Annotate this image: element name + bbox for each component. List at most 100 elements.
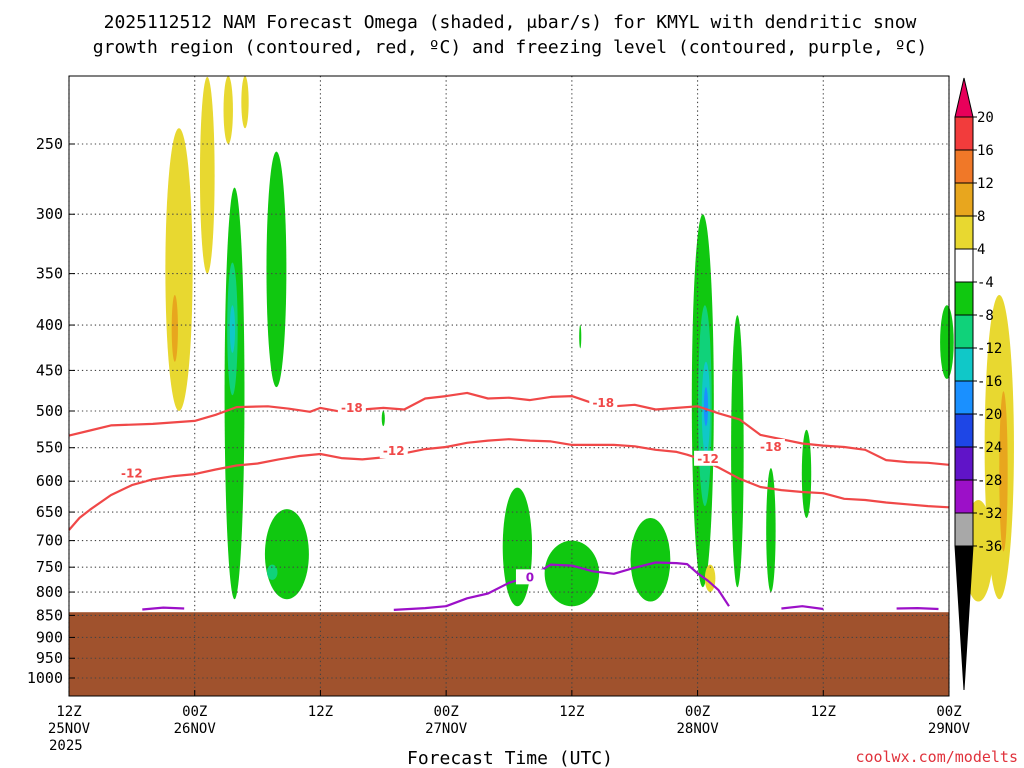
colorbar-label-1: 16 bbox=[977, 143, 994, 159]
contour--12-1 bbox=[68, 438, 950, 531]
omega-region-27 bbox=[999, 391, 1008, 552]
colorbar-bin-8 bbox=[954, 347, 974, 382]
omega-region-23 bbox=[579, 325, 582, 349]
colorbar-label-5: -4 bbox=[977, 275, 994, 291]
contour-label-bg-0-2 bbox=[756, 439, 785, 455]
y-tick-500: 500 bbox=[36, 402, 63, 420]
colorbar-label-4: 4 bbox=[977, 242, 985, 258]
omega-region-1 bbox=[199, 76, 215, 274]
colorbar-bin-9 bbox=[954, 380, 974, 415]
contour--18-0 bbox=[68, 391, 950, 466]
colorbar-label-2: 12 bbox=[977, 176, 994, 192]
colorbar-bin-6 bbox=[954, 281, 974, 316]
omega-region-19 bbox=[766, 468, 776, 593]
omega-region-10 bbox=[267, 564, 278, 580]
contour-label-0-1: -18 bbox=[592, 396, 614, 410]
y-tick-750: 750 bbox=[36, 558, 63, 576]
contour-label-bg-1-2 bbox=[694, 450, 723, 466]
omega-region-20 bbox=[801, 429, 812, 518]
omega-region-12 bbox=[544, 540, 600, 607]
colorbar-arrow-top bbox=[954, 77, 974, 118]
colorbar-label-12: -32 bbox=[977, 506, 1002, 522]
contour-label-bg-3-0 bbox=[515, 569, 544, 585]
colorbar-bin-10 bbox=[954, 413, 974, 448]
chart-title-line2: growth region (contoured, red, ºC) and f… bbox=[93, 37, 927, 58]
colorbar-label-6: -8 bbox=[977, 308, 994, 324]
omega-region-2 bbox=[223, 76, 233, 144]
omega-region-3 bbox=[241, 76, 249, 129]
omega-region-17 bbox=[703, 387, 709, 427]
y-tick-550: 550 bbox=[36, 439, 63, 457]
x-tick-36-l2: 27NOV bbox=[425, 721, 468, 737]
y-tick-1000: 1000 bbox=[27, 669, 63, 687]
colorbar-label-8: -16 bbox=[977, 374, 1002, 390]
colorbar-bin-13 bbox=[954, 512, 974, 547]
axis-ticks: 250 300 350 400 450 500 550 600 650 700 750 800 850 9… bbox=[27, 135, 971, 754]
terrain-below-surface bbox=[69, 612, 949, 696]
y-tick-300: 300 bbox=[36, 205, 63, 223]
contour-label-1-1: -12 bbox=[383, 444, 405, 458]
x-tick-60-l1: 00Z bbox=[685, 704, 710, 720]
colorbar-bin-5 bbox=[954, 248, 974, 283]
x-tick-0-l3: 2025 bbox=[49, 738, 83, 754]
omega-region-9 bbox=[264, 509, 309, 600]
omega-region-13 bbox=[630, 517, 671, 602]
colorbar-label-3: 8 bbox=[977, 209, 985, 225]
omega-region-22 bbox=[381, 411, 385, 427]
x-tick-36-l1: 00Z bbox=[433, 704, 458, 720]
y-tick-400: 400 bbox=[36, 316, 63, 334]
omega-region-5 bbox=[224, 187, 245, 600]
omega-region-4 bbox=[171, 295, 178, 362]
x-tick-60-l2: 28NOV bbox=[676, 721, 719, 737]
x-axis-label: Forecast Time (UTC) bbox=[407, 748, 613, 768]
colorbar-bin-4 bbox=[954, 215, 974, 250]
contour-lines: -18 -18 -18 -12 -12 -12 0 bbox=[68, 391, 950, 611]
gridlines bbox=[68, 76, 950, 696]
colorbar-label-9: -20 bbox=[977, 407, 1002, 423]
contour-label-bg-0-0 bbox=[337, 399, 366, 415]
omega-region-24 bbox=[704, 564, 716, 593]
colorbar-label-7: -12 bbox=[977, 341, 1002, 357]
contour-label-bg-1-1 bbox=[379, 443, 408, 459]
contour-label-bg-0-1 bbox=[589, 395, 618, 411]
y-tick-700: 700 bbox=[36, 532, 63, 550]
colorbar-bin-1 bbox=[954, 116, 974, 151]
colorbar-arrow-bottom bbox=[954, 545, 974, 691]
colorbar-bin-3 bbox=[954, 182, 974, 217]
x-tick-48-l1: 12Z bbox=[559, 704, 584, 720]
colorbar-bin-12 bbox=[954, 479, 974, 514]
x-tick-24-l1: 12Z bbox=[308, 704, 333, 720]
contour-0-4 bbox=[781, 605, 824, 611]
x-tick-12-l1: 00Z bbox=[182, 704, 207, 720]
omega-region-8 bbox=[266, 151, 287, 388]
omega-region-11 bbox=[502, 487, 533, 607]
colorbar-bin-7 bbox=[954, 314, 974, 349]
colorbar: 20 16 12 8 4 -4 -8 -12 -16 -20 -24 -28 -32 -36 bbox=[954, 77, 1002, 691]
y-tick-650: 650 bbox=[36, 503, 63, 521]
x-tick-72-l1: 12Z bbox=[811, 704, 836, 720]
colorbar-label-13: -36 bbox=[977, 539, 1002, 555]
y-tick-450: 450 bbox=[36, 361, 63, 379]
colorbar-label-10: -24 bbox=[977, 440, 1002, 456]
colorbar-bin-2 bbox=[954, 149, 974, 184]
omega-region-0 bbox=[165, 128, 193, 411]
contour-label-1-0: -12 bbox=[121, 466, 143, 480]
x-tick-0-l1: 12Z bbox=[56, 704, 81, 720]
contour-label-bg-1-0 bbox=[117, 465, 146, 481]
contour-label-3-0: 0 bbox=[526, 570, 534, 584]
y-tick-250: 250 bbox=[36, 135, 63, 153]
x-tick-0-l2: 25NOV bbox=[48, 721, 91, 737]
credit-text: coolwx.com/modelts bbox=[855, 748, 1018, 766]
x-tick-12-l2: 26NOV bbox=[174, 721, 217, 737]
colorbar-bin-11 bbox=[954, 446, 974, 481]
x-tick-84-l1: 00Z bbox=[936, 704, 961, 720]
y-tick-350: 350 bbox=[36, 265, 63, 283]
omega-region-7 bbox=[229, 305, 236, 353]
chart-title-line1: 2025112512 NAM Forecast Omega (shaded, μ… bbox=[104, 12, 917, 33]
contour-label-0-0: -18 bbox=[341, 401, 363, 415]
y-tick-850: 850 bbox=[36, 606, 63, 624]
y-tick-900: 900 bbox=[36, 628, 63, 646]
y-tick-600: 600 bbox=[36, 472, 63, 490]
omega-region-18 bbox=[731, 315, 744, 588]
